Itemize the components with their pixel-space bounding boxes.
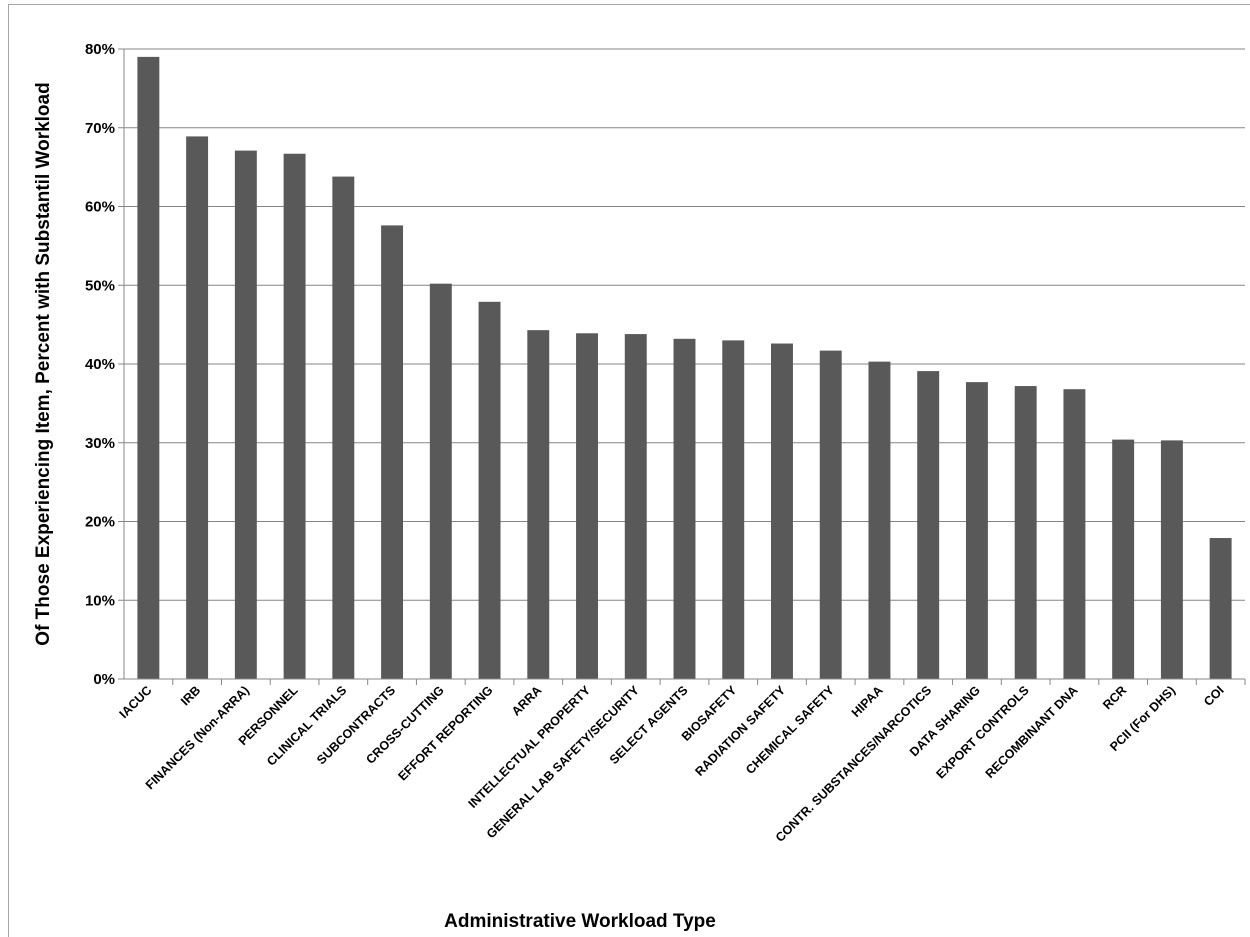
y-tick-labels: 0% 10% 20% 30% 40% 50% 60% 70% 80% bbox=[85, 41, 124, 688]
bar bbox=[186, 136, 209, 680]
bar bbox=[527, 330, 550, 679]
y-tick-label: 40% bbox=[85, 356, 115, 373]
x-tick-label: RADIATION SAFETY bbox=[692, 683, 788, 779]
bar bbox=[429, 283, 452, 679]
x-tick-label: CHEMICAL SAFETY bbox=[743, 683, 837, 777]
y-tick-label: 70% bbox=[85, 120, 115, 137]
bar bbox=[917, 371, 940, 679]
y-tick-label: 50% bbox=[85, 277, 115, 294]
y-tick-label: 20% bbox=[85, 514, 115, 531]
bar bbox=[771, 343, 793, 679]
bar bbox=[137, 56, 160, 679]
bar bbox=[332, 176, 355, 679]
bar bbox=[624, 334, 647, 679]
bar bbox=[868, 361, 891, 679]
x-tick-label: HIPAA bbox=[849, 683, 886, 720]
bar bbox=[1160, 440, 1183, 679]
bar bbox=[722, 340, 745, 679]
x-tick-label: RECOMBINANT DNA bbox=[983, 683, 1081, 781]
bar bbox=[819, 350, 842, 679]
bar bbox=[381, 225, 404, 679]
bar bbox=[1063, 389, 1086, 679]
x-tick-label: EXPORT CONTROLS bbox=[933, 683, 1031, 781]
y-tick-label: 10% bbox=[85, 592, 115, 609]
bars bbox=[137, 56, 1232, 680]
y-tick-label: 0% bbox=[93, 671, 115, 688]
x-tick-label: ARRA bbox=[509, 683, 544, 718]
x-tick-label: COI bbox=[1201, 683, 1227, 709]
bar bbox=[673, 338, 696, 679]
y-tick-label: 80% bbox=[85, 41, 115, 58]
y-tick-label: 30% bbox=[85, 435, 115, 452]
x-axis-title: Administrative Workload Type bbox=[444, 911, 716, 932]
y-axis-title: Of Those Experiencing Item, Percent with… bbox=[33, 82, 54, 645]
chart-frame bbox=[8, 4, 1250, 937]
bar bbox=[478, 301, 501, 679]
bar bbox=[234, 150, 257, 679]
bar bbox=[283, 153, 306, 680]
y-tick-label: 60% bbox=[85, 199, 115, 216]
x-tick-label: IRB bbox=[178, 683, 203, 708]
x-tick-label: RCR bbox=[1100, 683, 1129, 712]
bar bbox=[576, 333, 598, 679]
bar bbox=[965, 382, 988, 679]
x-tick-label: IACUC bbox=[117, 683, 155, 721]
bar bbox=[1112, 439, 1135, 679]
x-tick-label: EFFORT REPORTING bbox=[395, 683, 495, 783]
bar bbox=[1014, 386, 1037, 679]
bar bbox=[1209, 538, 1232, 679]
